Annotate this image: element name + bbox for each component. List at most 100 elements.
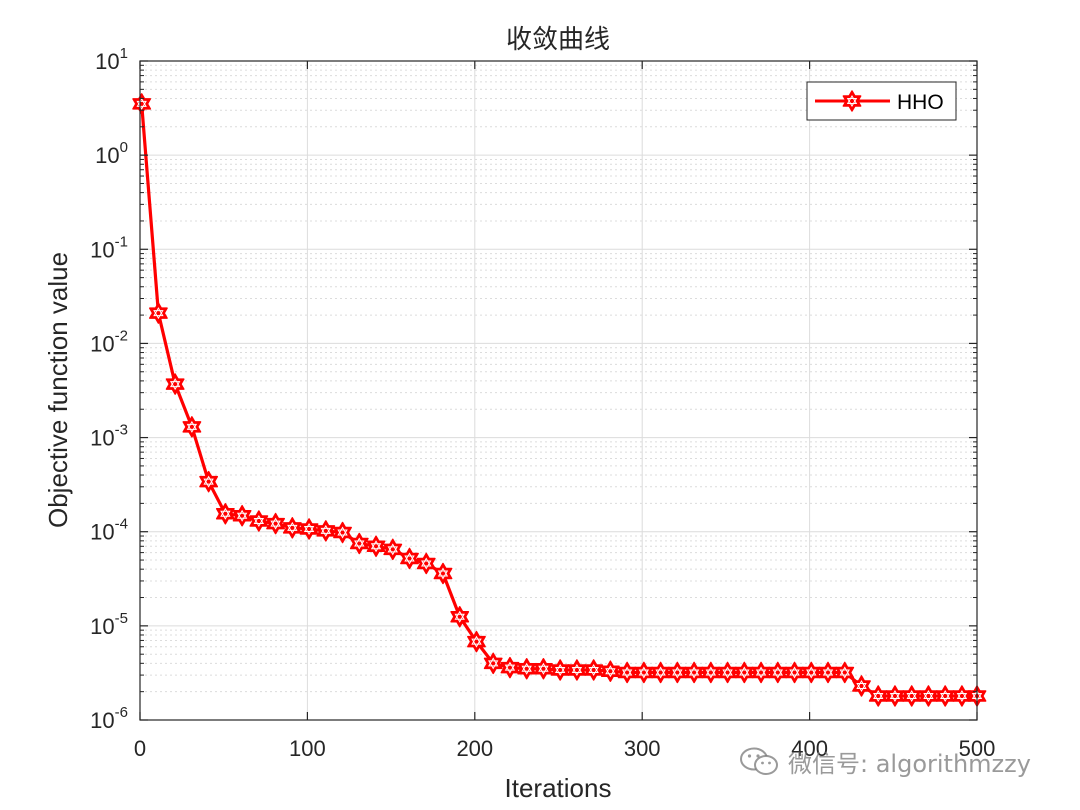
y-tick-label: 101 [95,45,128,74]
hexagram-inner-outline [688,666,700,676]
hexagram-inner-outline [722,666,733,676]
hexagram-marker [902,685,922,707]
hexagram-inner-outline [220,510,231,520]
hexagram-inner-outline [521,662,532,672]
hexagram-inner-outline [253,514,265,524]
hexagram-inner-outline [956,692,968,702]
x-tick-label: 500 [959,736,996,761]
hexagram-inner-outline [320,527,332,537]
hexagram-inner-outline [404,552,415,562]
hexagram-inner-outline [169,381,181,391]
hexagram-inner-outline [939,689,951,699]
chart-title: 收敛曲线 [506,25,610,55]
hexagram-inner-outline [186,420,198,430]
x-axis-title: Iterations [505,773,612,803]
hexagram-inner-outline [153,310,164,320]
hexagram-inner-outline [789,669,800,679]
hexagram-marker [885,685,905,707]
hexagram-inner-outline [688,669,700,679]
hexagram-inner-outline [421,560,432,570]
hexagram-inner-outline [846,98,858,108]
y-tick-label: 100 [95,139,128,168]
hexagram-inner-outline [856,679,867,689]
hexagram-inner-outline [253,517,265,527]
hexagram-marker [149,302,168,324]
hexagram-marker [165,373,185,395]
x-tick-label: 100 [289,736,326,761]
hexagram-marker [550,659,570,681]
hexagram-marker [534,658,553,680]
hexagram-inner-outline [621,666,633,676]
hexagram-marker [467,630,486,653]
hexagram-inner-outline [454,610,465,620]
hexagram-inner-outline [638,669,650,679]
hexagram-inner-outline [846,94,858,104]
y-tick-label: 10-1 [90,233,128,262]
hexagram-inner-outline [705,669,717,679]
hexagram-marker [919,685,938,707]
hexagram-inner-outline [839,669,850,679]
wechat-icon [740,747,778,775]
hexagram-marker [567,659,587,681]
hexagram-inner-outline [454,613,465,623]
watermark: 微信号: algorithmzzy [738,744,1031,779]
hexagram-marker [416,552,436,575]
hexagram-inner-outline [873,692,884,702]
hexagram-inner-outline [822,669,834,679]
hexagram-inner-outline [287,524,298,534]
legend-label: HHO [897,91,944,114]
hexagram-marker [684,661,704,684]
hexagram-marker [517,658,537,680]
hexagram-marker [734,661,754,684]
hexagram-marker [483,652,503,675]
hexagram-inner-outline [270,520,281,530]
hexagram-marker [600,660,620,682]
hexagram-inner-outline [387,543,398,553]
hexagram-inner-outline [521,665,532,675]
hexagram-marker [835,661,855,684]
hexagram-inner-outline [370,540,382,550]
hexagram-inner-outline [806,666,817,676]
hexagram-inner-outline [387,546,398,556]
hexagram-inner-outline [354,540,365,550]
hexagram-inner-outline [203,475,214,485]
hexagram-inner-outline [471,638,482,648]
hexagram-marker [266,512,285,535]
hexagram-marker [667,661,687,684]
hexagram-inner-outline [303,522,315,532]
hexagram-marker [366,535,386,558]
hexagram-marker [182,416,202,438]
hexagram-inner-outline [655,669,666,679]
hexagram-marker [768,661,788,684]
hexagram-inner-outline [722,669,733,679]
y-tick-label: 10-2 [90,327,128,356]
hexagram-inner-outline [437,567,449,577]
x-tick-label: 300 [624,736,661,761]
hexagram-inner-outline [303,525,315,535]
hexagram-inner-outline [739,666,750,676]
hexagram-inner-outline [906,692,917,702]
hexagram-marker [718,661,737,684]
hexagram-inner-outline [772,666,783,676]
hexagram-marker [282,517,302,539]
hexagram-inner-outline [789,666,800,676]
hexagram-marker [450,605,470,628]
hexagram-inner-outline [755,669,767,679]
y-tick-label: 10-3 [90,422,128,451]
hexagram-inner-outline [806,669,817,679]
hexagram-marker [584,659,604,681]
hexagram-inner-outline [337,529,348,539]
ticks: 0 100 200 300 400 500 101 100 10-1 10-2 10-3 10-4 10… [90,45,995,761]
hexagram-inner-outline [270,517,281,527]
hexagram-marker [842,90,862,112]
x-tick-label: 200 [456,736,493,761]
hexagram-marker [701,661,721,684]
hexagram-inner-outline [923,689,934,699]
hexagram-inner-outline [186,423,198,433]
y-axis-title: Objective function value [43,252,73,528]
hexagram-inner-outline [421,557,432,567]
hexagram-marker [299,518,319,540]
hexagram-inner-outline [320,524,332,534]
hexagram-marker [199,470,219,493]
